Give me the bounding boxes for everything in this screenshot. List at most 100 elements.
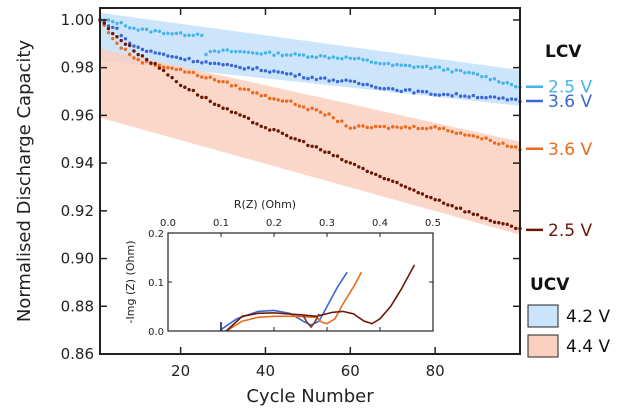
data-point — [420, 89, 425, 94]
data-point — [361, 124, 365, 128]
data-point — [284, 99, 289, 103]
data-point — [403, 125, 408, 129]
data-point — [195, 59, 200, 64]
data-point — [149, 49, 153, 53]
data-point — [102, 21, 106, 25]
data-point — [297, 72, 302, 77]
data-point — [348, 161, 352, 165]
data-point — [157, 66, 162, 70]
data-point — [284, 133, 289, 138]
data-point — [153, 51, 157, 55]
data-point — [463, 71, 467, 75]
data-point — [161, 68, 166, 73]
data-point — [454, 131, 459, 136]
data-point — [263, 93, 268, 98]
data-point — [272, 97, 276, 101]
data-point — [212, 78, 217, 82]
data-point — [441, 68, 446, 72]
band-legend-label: 4.4 V — [566, 337, 610, 357]
data-point — [484, 216, 488, 221]
data-point — [314, 77, 319, 82]
data-point — [106, 18, 111, 22]
data-point — [297, 104, 302, 108]
data-point — [395, 62, 399, 67]
data-point — [471, 71, 476, 75]
data-point — [246, 87, 251, 92]
data-point — [348, 126, 352, 130]
data-point — [450, 70, 454, 74]
data-point — [111, 31, 115, 36]
y-tick-label: 0.98 — [61, 59, 94, 77]
data-point — [492, 77, 497, 81]
data-point — [119, 46, 123, 50]
data-point — [374, 85, 378, 90]
data-point — [484, 74, 488, 79]
data-point — [293, 52, 297, 56]
data-point — [365, 169, 369, 174]
data-point — [382, 176, 386, 181]
data-point — [323, 54, 327, 58]
data-point — [178, 67, 183, 72]
data-point — [318, 76, 323, 80]
data-point — [467, 95, 471, 99]
data-point — [229, 84, 234, 88]
data-point — [386, 86, 391, 91]
data-point — [378, 61, 382, 66]
data-point — [484, 96, 488, 100]
data-point — [132, 26, 136, 31]
data-point — [344, 124, 348, 128]
data-point — [450, 94, 454, 98]
data-point — [310, 75, 314, 80]
data-point — [391, 179, 395, 184]
x-tick-label: 60 — [341, 362, 360, 380]
data-point — [268, 96, 272, 101]
data-point — [306, 143, 310, 148]
data-point — [174, 79, 179, 84]
data-point — [446, 203, 450, 207]
data-point — [340, 79, 344, 83]
data-point — [187, 56, 191, 61]
data-point — [357, 124, 361, 128]
inset-x-tick-label: 0.0 — [160, 218, 176, 229]
data-point — [106, 24, 111, 28]
data-point — [212, 61, 217, 66]
legend-lcv-title: LCV — [545, 42, 582, 62]
data-point — [204, 52, 208, 57]
data-point — [149, 30, 153, 34]
data-point — [276, 129, 280, 133]
data-point — [268, 128, 272, 132]
data-point — [391, 87, 395, 91]
data-point — [492, 141, 497, 145]
data-point — [318, 54, 323, 58]
data-point — [437, 126, 442, 131]
data-point — [183, 85, 187, 89]
data-point — [348, 79, 352, 83]
data-point — [424, 90, 429, 94]
data-point — [488, 95, 492, 99]
data-point — [492, 95, 497, 99]
data-point — [310, 106, 314, 110]
data-point — [352, 126, 357, 130]
data-point — [268, 70, 272, 74]
data-point — [297, 138, 302, 143]
inset-x-tick-label: 0.3 — [319, 218, 335, 229]
data-point — [221, 63, 225, 67]
band-legend-swatch — [527, 304, 559, 328]
data-point — [458, 94, 463, 98]
data-point — [352, 79, 357, 84]
data-point — [382, 87, 386, 91]
data-point — [374, 172, 378, 177]
data-point — [501, 141, 505, 145]
data-point — [301, 53, 306, 57]
data-point — [301, 105, 306, 109]
data-point — [467, 70, 471, 75]
data-point — [208, 99, 212, 104]
data-point — [217, 103, 221, 108]
data-point — [467, 210, 471, 214]
y-tick-label: 0.94 — [61, 154, 94, 172]
data-point — [357, 165, 361, 169]
series-label: 3.6 V — [548, 92, 592, 112]
inset-y-axis-label: -Img (Z) (Ohm) — [124, 241, 137, 324]
data-point — [475, 212, 480, 217]
